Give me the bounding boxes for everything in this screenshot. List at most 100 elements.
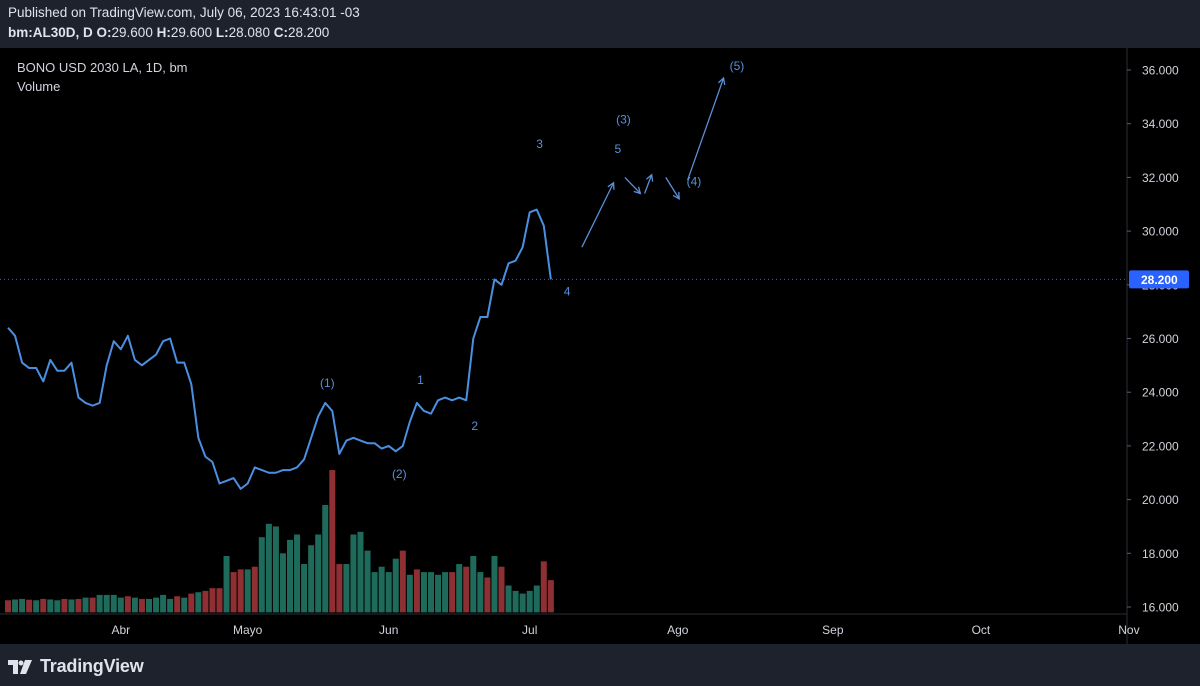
volume-bar bbox=[26, 599, 33, 613]
volume-bar bbox=[435, 574, 442, 613]
wave-label: 2 bbox=[471, 419, 478, 433]
wave-arrow[interactable] bbox=[581, 181, 615, 248]
volume-bar bbox=[420, 572, 427, 613]
x-tick-label: Jul bbox=[522, 623, 537, 637]
close-value: 28.200 bbox=[287, 25, 330, 40]
volume-bar bbox=[5, 600, 11, 613]
volume-bar bbox=[484, 577, 491, 613]
x-tick-label: Ago bbox=[667, 623, 689, 637]
wave-label: (1) bbox=[320, 376, 335, 390]
volume-bar bbox=[364, 550, 371, 613]
ohlc-line: bm:AL30D, D O:29.600 H:29.600 L:28.080 C… bbox=[8, 25, 329, 40]
volume-bar bbox=[385, 572, 392, 613]
wave-label: 1 bbox=[417, 373, 424, 387]
low-value: 28.080 bbox=[228, 25, 270, 40]
volume-bar bbox=[216, 588, 223, 613]
y-tick-label: 36.000 bbox=[1142, 64, 1179, 78]
volume-bar bbox=[505, 585, 512, 613]
volume-legend: Volume bbox=[17, 79, 60, 94]
price-line[interactable] bbox=[7, 208, 552, 490]
wave-arrow[interactable] bbox=[665, 177, 680, 201]
volume-bar bbox=[251, 566, 258, 613]
volume-bar bbox=[547, 580, 554, 613]
volume-bar bbox=[336, 564, 343, 613]
x-tick-label: Oct bbox=[972, 623, 991, 637]
wave-label: 3 bbox=[536, 137, 543, 151]
volume-bar bbox=[463, 566, 470, 613]
volume-bar bbox=[308, 545, 315, 613]
volume-bar bbox=[75, 598, 82, 613]
y-tick-label: 22.000 bbox=[1142, 439, 1179, 453]
published-line: Published on TradingView.com, July 06, 2… bbox=[8, 5, 360, 20]
y-tick-label: 32.000 bbox=[1142, 171, 1179, 185]
y-tick-label: 20.000 bbox=[1142, 493, 1179, 507]
volume-bar bbox=[117, 597, 124, 613]
volume-bar bbox=[230, 572, 237, 613]
volume-bar bbox=[12, 599, 19, 613]
wave-label: (4) bbox=[687, 174, 702, 188]
volume-bar bbox=[470, 555, 477, 613]
volume-bar bbox=[315, 534, 322, 613]
y-tick-label: 18.000 bbox=[1142, 547, 1179, 561]
tradingview-logo-icon bbox=[8, 659, 32, 674]
volume-bar bbox=[188, 593, 195, 613]
x-axis-ticks: Abr Mayo Jun Jul Ago Sep Oct Nov bbox=[111, 623, 1139, 637]
volume-bar bbox=[181, 597, 188, 613]
last-price-text: 28.200 bbox=[1141, 273, 1178, 287]
wave-arrow[interactable] bbox=[624, 176, 642, 195]
volume-bar bbox=[258, 537, 265, 613]
volume-bar bbox=[512, 590, 519, 613]
volume-bar bbox=[40, 598, 47, 613]
volume-bar bbox=[202, 590, 209, 613]
volume-bar bbox=[540, 561, 547, 613]
last-price-box bbox=[1129, 270, 1189, 289]
volume-bar bbox=[54, 600, 61, 613]
wave-label: (3) bbox=[616, 113, 631, 127]
high-value: 29.600 bbox=[170, 25, 213, 40]
volume-bar bbox=[103, 594, 110, 613]
wave-arrow[interactable] bbox=[644, 173, 654, 194]
x-tick-label: Sep bbox=[822, 623, 844, 637]
high-label: H: bbox=[156, 25, 171, 40]
volume-bar bbox=[195, 592, 202, 613]
chart-header: Published on TradingView.com, July 06, 2… bbox=[0, 0, 1200, 48]
volume-bar bbox=[533, 585, 540, 613]
tradingview-logo[interactable]: TradingView bbox=[8, 656, 144, 677]
y-tick-label: 26.000 bbox=[1142, 332, 1179, 346]
volume-bar bbox=[357, 531, 364, 613]
open-label: O: bbox=[96, 25, 112, 40]
volume-bar bbox=[209, 588, 216, 613]
wave-arrow[interactable] bbox=[687, 76, 726, 181]
volume-bar bbox=[294, 534, 301, 613]
volume-bar bbox=[138, 598, 145, 613]
volume-bar bbox=[526, 590, 533, 613]
volume-bar bbox=[491, 555, 498, 613]
price-chart[interactable]: 16.00018.00020.00022.00024.00026.00028.0… bbox=[0, 48, 1200, 644]
volume-bar bbox=[47, 599, 54, 613]
x-tick-label: Mayo bbox=[233, 623, 263, 637]
price-axis-panel[interactable] bbox=[1127, 48, 1200, 644]
open-value: 29.600 bbox=[111, 25, 153, 40]
volume-bar bbox=[110, 594, 117, 613]
elliott-arrows[interactable] bbox=[581, 76, 726, 248]
volume-bar bbox=[82, 597, 89, 613]
volume-bar bbox=[19, 598, 26, 613]
elliott-wave-labels: (1) (2) 1 2 3 4 5 (3) (4) (5) bbox=[320, 59, 744, 481]
volume-bar bbox=[428, 572, 434, 613]
volume-bar bbox=[287, 539, 293, 613]
volume-bar bbox=[89, 597, 96, 613]
volume-bar bbox=[392, 558, 399, 613]
symbol-prefix: bm:AL30D, D bbox=[8, 25, 93, 40]
volume-bar bbox=[413, 569, 420, 613]
volume-series bbox=[5, 470, 554, 613]
y-tick-label: 16.000 bbox=[1142, 601, 1179, 615]
volume-bar bbox=[322, 504, 329, 613]
volume-bar bbox=[477, 572, 484, 613]
chart-area[interactable]: 16.00018.00020.00022.00024.00026.00028.0… bbox=[0, 48, 1200, 644]
wave-label: 5 bbox=[614, 142, 621, 156]
volume-bar bbox=[244, 569, 251, 613]
volume-bar bbox=[96, 594, 103, 613]
wave-label: 4 bbox=[564, 285, 571, 299]
volume-bar bbox=[519, 593, 526, 613]
volume-bar bbox=[272, 526, 279, 613]
